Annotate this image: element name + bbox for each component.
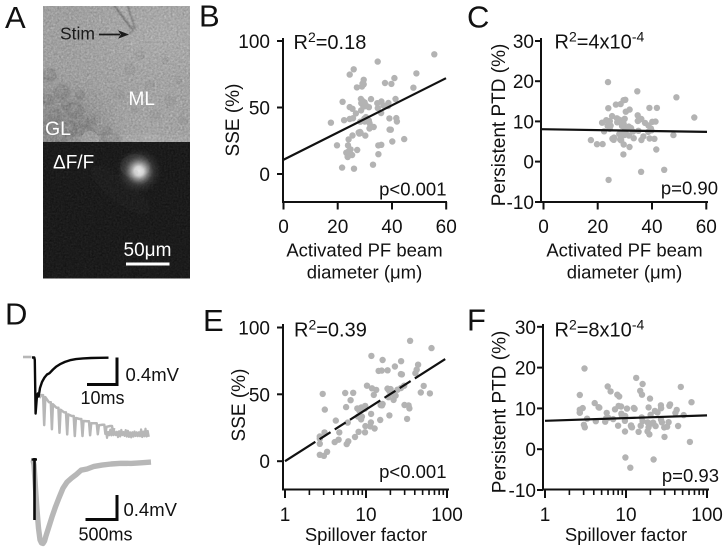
svg-text:Activated PF beam: Activated PF beam xyxy=(286,240,442,261)
svg-text:-10: -10 xyxy=(509,481,536,502)
svg-text:60: 60 xyxy=(436,217,457,238)
svg-text:Activated PF beam: Activated PF beam xyxy=(546,240,702,261)
svg-text:100: 100 xyxy=(238,319,270,340)
svg-text:20: 20 xyxy=(513,72,534,93)
svg-text:60: 60 xyxy=(696,217,717,238)
svg-text:1: 1 xyxy=(540,505,551,526)
svg-text:100: 100 xyxy=(238,32,270,53)
svg-text:40: 40 xyxy=(641,217,662,238)
svg-text:R2=4x10-4: R2=4x10-4 xyxy=(555,29,645,54)
svg-text:0: 0 xyxy=(259,165,270,186)
svg-text:GL: GL xyxy=(45,118,71,140)
svg-text:SSE (%): SSE (%) xyxy=(229,369,250,442)
svg-text:Spillover factor: Spillover factor xyxy=(565,524,687,545)
svg-text:C: C xyxy=(467,0,489,35)
svg-text:Persistent PTD (%): Persistent PTD (%) xyxy=(490,331,511,494)
svg-text:40: 40 xyxy=(381,217,402,238)
svg-text:30: 30 xyxy=(515,318,536,339)
svg-text:p<0.001: p<0.001 xyxy=(379,461,446,482)
svg-text:10ms: 10ms xyxy=(81,388,125,408)
svg-text:10: 10 xyxy=(515,399,536,420)
svg-text:Spillover factor: Spillover factor xyxy=(305,524,427,545)
svg-text:20: 20 xyxy=(515,359,536,380)
svg-text:SSE (%): SSE (%) xyxy=(223,84,244,157)
svg-text:500ms: 500ms xyxy=(79,525,133,545)
svg-text:0.4mV: 0.4mV xyxy=(126,364,180,385)
svg-text:0: 0 xyxy=(259,452,270,473)
svg-text:F: F xyxy=(467,303,486,338)
svg-text:0: 0 xyxy=(525,440,536,461)
svg-text:50: 50 xyxy=(249,99,270,120)
svg-text:diameter (μm): diameter (μm) xyxy=(567,262,683,283)
svg-text:10: 10 xyxy=(615,505,636,526)
svg-text:20: 20 xyxy=(587,217,608,238)
svg-text:0: 0 xyxy=(523,153,534,174)
svg-text:p<0.001: p<0.001 xyxy=(379,179,446,200)
svg-text:Persistent PTD (%): Persistent PTD (%) xyxy=(489,44,510,207)
svg-text:diameter (μm): diameter (μm) xyxy=(307,262,423,283)
svg-text:100: 100 xyxy=(431,505,463,526)
svg-text:R2=0.18: R2=0.18 xyxy=(294,29,367,54)
svg-text:E: E xyxy=(203,303,224,338)
svg-text:-10: -10 xyxy=(507,193,534,214)
svg-text:50: 50 xyxy=(249,385,270,406)
svg-text:p=0.90: p=0.90 xyxy=(661,178,718,199)
svg-text:R2=0.39: R2=0.39 xyxy=(294,317,367,342)
svg-text:Stim: Stim xyxy=(60,24,95,44)
svg-text:0.4mV: 0.4mV xyxy=(124,499,178,520)
svg-text:R2=8x10-4: R2=8x10-4 xyxy=(555,317,645,342)
svg-text:0: 0 xyxy=(278,217,289,238)
svg-text:ΔF/F: ΔF/F xyxy=(53,153,94,174)
svg-text:10: 10 xyxy=(513,112,534,133)
svg-text:p=0.93: p=0.93 xyxy=(662,465,719,486)
svg-text:ML: ML xyxy=(129,89,155,110)
svg-text:10: 10 xyxy=(355,505,376,526)
svg-text:20: 20 xyxy=(327,217,348,238)
svg-text:A: A xyxy=(5,0,26,35)
svg-text:30: 30 xyxy=(513,32,534,53)
svg-text:B: B xyxy=(199,0,220,34)
svg-text:1: 1 xyxy=(280,505,291,526)
svg-text:D: D xyxy=(5,297,27,332)
svg-text:50μm: 50μm xyxy=(124,240,172,261)
svg-text:100: 100 xyxy=(691,505,723,526)
svg-text:0: 0 xyxy=(538,217,549,238)
